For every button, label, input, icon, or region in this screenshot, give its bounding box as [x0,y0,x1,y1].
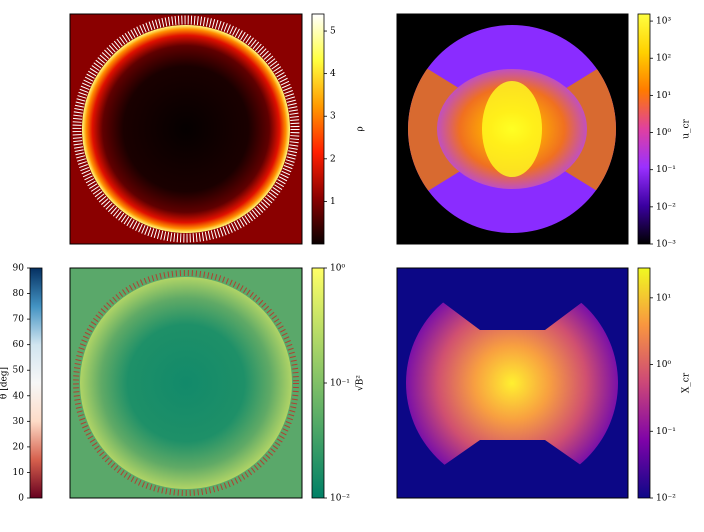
colorbar-tick-label: 10 [13,468,25,478]
colorbar-tick-label: 5 [330,27,336,37]
colorbar-tick-label: 10⁻² [330,494,350,504]
colorbar [29,267,43,499]
colorbar [311,13,325,245]
panel-xcr [396,267,629,499]
colorbar-tick-label: 4 [330,69,336,79]
colorbar-tick-label: 80 [13,289,25,299]
colorbar-tick-label: 10⁰ [330,264,345,274]
colorbar-label: θ [deg] [0,367,10,399]
panel-ucr [396,13,629,245]
colorbar-label: √B² [355,375,366,391]
colorbar-tick-label: 50 [13,366,25,376]
colorbar-tick-label: 10³ [656,17,671,27]
colorbar-label: ρ [356,126,366,131]
colorbar-tick-label: 60 [13,340,25,350]
colorbar-tick-label: 10¹ [656,91,671,101]
colorbar-tick-label: 0 [18,494,24,504]
colorbar-tick-label: 10⁰ [656,360,671,370]
colorbar-tick-label: 10⁻¹ [656,427,676,437]
colorbar [311,267,325,499]
panel-density [69,13,303,245]
colorbar-tick-label: 10⁻¹ [656,165,676,175]
colorbar-label: u_cr [682,118,692,138]
colorbar-tick-label: 30 [13,417,25,427]
colorbar-tick-label: 10⁰ [656,128,671,138]
colorbar [637,267,651,499]
colorbar-tick-label: 10² [656,54,671,64]
colorbar-tick-label: 10¹ [656,293,671,303]
colorbar-tick-label: 90 [13,264,25,274]
colorbar-tick-label: 3 [330,112,336,122]
colorbar-tick-label: 10⁻¹ [330,379,350,389]
colorbar-tick-label: 10⁻² [656,494,676,504]
colorbar-tick-label: 10⁻² [656,202,676,212]
colorbar-tick-label: 70 [13,315,25,325]
colorbar-tick-label: 1 [330,197,336,207]
colorbar-tick-label: 20 [13,442,25,452]
colorbar-tick-label: 10⁻³ [656,240,676,250]
colorbar-label: X_cr [682,372,692,393]
colorbar-tick-label: 40 [13,391,25,401]
colorbar [637,13,651,245]
panel-theta [69,267,303,499]
colorbar-tick-label: 2 [330,154,336,164]
